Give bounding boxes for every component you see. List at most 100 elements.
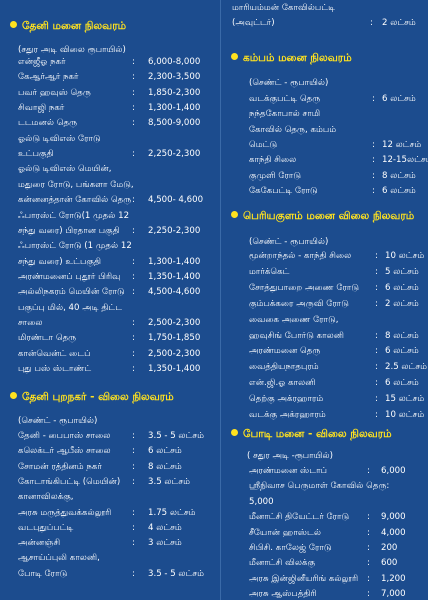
price-row: கான்வென்ட் டைப்: 2,500-2,300: [18, 349, 218, 360]
price-row: அரசு ஆஸ்பத்திரி:7,000: [249, 589, 427, 600]
price-value: 1,750-1,850: [148, 333, 201, 344]
location-label: போடி ரோடு: [18, 568, 68, 579]
location-label: ஓல்டு டிவிஎஸ் மெயின்,: [18, 164, 112, 175]
location-label: மார்க்கெட்: [249, 266, 290, 277]
location-label: சிவாஜி நகர்: [18, 103, 65, 114]
location-label: கோடாங்கிபட்டி (மெயின்): [18, 476, 121, 487]
price-row: கானாவிலக்கு,: [18, 492, 218, 503]
colon-separator: :: [367, 573, 370, 584]
price-value: 3 லட்சம்: [148, 538, 182, 549]
price-row: மூன்றாந்தல் - காந்தி சிலை:10 லட்சம்: [249, 251, 427, 262]
price-value: 600: [381, 558, 398, 569]
colon-separator: :: [132, 118, 135, 129]
price-value: 1,350-1,400: [148, 271, 201, 282]
price-row: அரசு இன்ஜினீயரிங் கல்லூரி:1,200: [249, 574, 427, 585]
colon-separator: :: [370, 18, 373, 28]
colon-separator: :: [132, 72, 135, 83]
location-label: சீயோன் ஹாஸ்டல்: [249, 527, 322, 538]
price-row: போடி ரோடு: 3.5 - 5 லட்சம்: [18, 569, 218, 580]
price-row: (அவுட்டர்):2 லட்சம்: [232, 18, 427, 29]
colon-separator: :: [132, 538, 135, 549]
location-label: மெட்டு: [249, 139, 278, 150]
location-label: அரண்மனைப் புதூர் பிரிவு: [18, 271, 121, 282]
column-divider: [220, 0, 221, 600]
bullet-icon: [10, 392, 17, 399]
bullet-icon: [231, 53, 238, 60]
price-row: கேகேபட்டி ரோடு:6 லட்சம்: [249, 186, 427, 197]
location-label: என்.ஜி.ஓ காலனி: [249, 378, 316, 389]
cumbum-heading: கம்பம் மனை நிலவரம்: [231, 52, 352, 65]
colon-separator: :: [375, 346, 378, 357]
colon-separator: :: [367, 466, 370, 476]
price-row: மீனாட்சி தியேட்டர் ரோடு:9,000: [249, 512, 427, 523]
price-row: தெற்கு அக்ரஹாரம்:15 லட்சம்: [249, 394, 427, 405]
price-row: என்ஜீஓ நகர்: 6,000-8,000: [18, 57, 218, 68]
price-value: 1,350-1,400: [148, 364, 201, 374]
periyakulam-heading: பெரியகுளம் மனை விலை நிலவரம்: [231, 210, 414, 223]
location-label: கேஆர்ஆர் நகர்: [18, 72, 79, 83]
price-value: 1,300-1,400: [148, 256, 201, 267]
location-label: மூன்றாந்தல் - காந்தி சிலை: [249, 251, 352, 261]
price-value: 3.5 லட்சம்: [148, 476, 191, 487]
colon-separator: :: [132, 149, 135, 160]
price-value: 2,300-3,500: [148, 72, 201, 83]
price-value: 8,500-9,000: [148, 118, 201, 129]
price-value: 6 லட்சம்: [385, 346, 419, 357]
location-label: டடமனல் தெரு: [18, 118, 78, 129]
location-label: ஃபாரஸ்ட் ரோடு (1 முதல் 12: [18, 241, 132, 252]
price-row: சீயோன் ஹாஸ்டல்:4,000: [249, 528, 427, 539]
price-value: 200: [381, 543, 398, 553]
location-label: சோத்துபாறை அணை ரோடு: [249, 282, 360, 293]
colon-separator: :: [375, 330, 378, 341]
theni-unit: (சதுர அடி விலை ரூபாயில்): [18, 45, 126, 55]
colon-separator: :: [372, 139, 375, 150]
location-label: சிபிசி. காலேஜ் ரோடு: [249, 543, 332, 553]
price-row: சிவாஜி நகர்: 1,300-1,400: [18, 103, 218, 114]
price-row: சோமன் ரத்தினம் நகர்: 8 லட்சம்: [18, 462, 218, 473]
price-row: உட்பகுதி: 2,250-2,300: [18, 149, 218, 160]
price-value: 2 லட்சம்: [382, 18, 416, 28]
location-label: கேகேபட்டி ரோடு: [249, 185, 318, 196]
colon-separator: :: [132, 271, 135, 282]
price-row: வடக்குபட்டி தெரு:6 லட்சம்: [249, 94, 427, 105]
price-value: 6 லட்சம்: [385, 378, 419, 389]
price-row: அரண்மனைப் புதூர் பிரிவு: 1,350-1,400: [18, 272, 218, 283]
location-label: மாரியம்மன் கோவில்பட்டி: [232, 3, 335, 13]
location-label: ஓல்டு டிவிஎஸ் ரோடு: [18, 133, 101, 144]
colon-separator: :: [132, 446, 135, 457]
price-value: 1,200: [381, 573, 406, 584]
price-row: வடக்கு அக்ரஹாரம்:10 லட்சம்: [249, 410, 427, 421]
price-row: சாலை: 2,500-2,300: [18, 318, 218, 329]
price-value: 6,000-8,000: [148, 57, 201, 67]
colon-separator: :: [132, 225, 135, 236]
location-label: கன்னனத்தான் கோவில் தெரு: [18, 195, 132, 206]
price-row: கும்பக்கரை அருவி ரோடு:2 லட்சம்: [249, 299, 427, 310]
location-label: கானாவிலக்கு,: [18, 492, 74, 503]
price-row: அரண்மனை ஸ்டாப்: 6,000: [249, 466, 427, 477]
colon-separator: :: [132, 348, 135, 359]
price-value: 6 லட்சம்: [148, 446, 182, 457]
theni-heading: தேனி மனை நிலவரம்: [10, 20, 126, 33]
price-value: 10 லட்சம்: [385, 251, 425, 261]
bodi-unit: ( சதுர அடி -ரூபாயில்): [247, 451, 333, 461]
price-row: அன்னஞ்சி: 3 லட்சம்: [18, 538, 218, 549]
colon-separator: :: [375, 282, 378, 293]
price-value: 3.5 - 5 லட்சம்: [148, 568, 205, 579]
location-label: மிரண்டா தெரு: [18, 333, 77, 344]
colon-separator: :: [132, 431, 135, 441]
price-row: பகுப்பு மில், 40 அடி திட்ட: [18, 303, 218, 314]
price-value: 4,500-4,600: [148, 287, 201, 298]
price-row: ஸ்ரீநிவாச பெருமாள் கோவில் தெரு:: [249, 481, 427, 492]
price-row: ஃபாரஸ்ட் ரோடு (1 முதல் 12: [18, 241, 218, 252]
colon-separator: :: [375, 394, 378, 405]
location-label: ஃபாரஸ்ட் ரோடு(1 முதல் 12: [18, 210, 130, 221]
price-row: சந்து வரை) பிரதான பகுதி: 2,250-2,300: [18, 226, 218, 237]
price-row: ஹவுசிங் போர்டு காலனி:8 லட்சம்: [249, 331, 427, 342]
colon-separator: :: [372, 170, 375, 181]
price-value: 15 லட்சம்: [385, 394, 425, 405]
location-label: அரண்மனை ஸ்டாப்: [249, 466, 327, 476]
price-row: ஓல்டு டிவிஎஸ் ரோடு: [18, 134, 218, 145]
location-label: கும்பக்கரை அருவி ரோடு: [249, 298, 349, 309]
price-row: அரசு மருத்துவக்கல்லூரி: 1.75 லட்சம்: [18, 508, 218, 519]
bullet-icon: [231, 211, 238, 218]
